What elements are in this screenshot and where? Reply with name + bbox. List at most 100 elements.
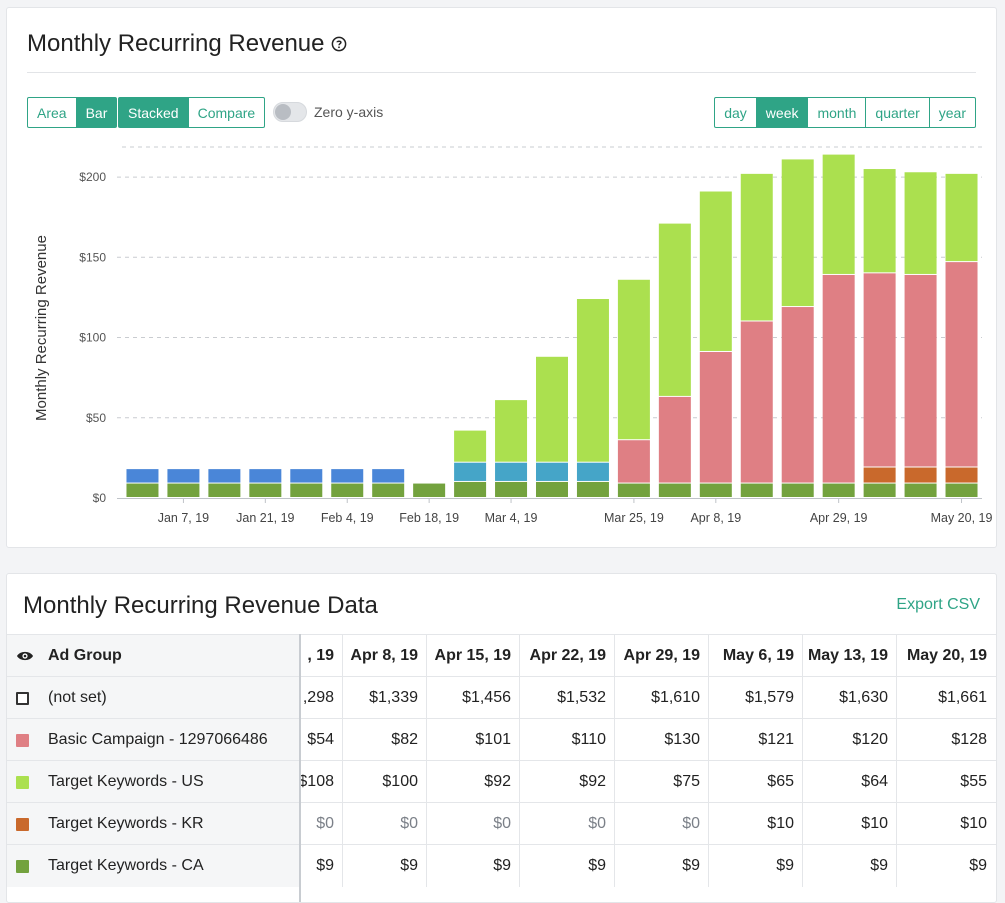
legend-swatch[interactable] — [16, 775, 29, 789]
header-label-group: Ad Group — [16, 647, 122, 665]
row-label: Target Keywords - US — [48, 773, 204, 790]
value-cell: $92 — [519, 761, 614, 803]
bar-segment — [699, 191, 732, 351]
mrr-chart-card: Monthly Recurring Revenue Area Bar Stack… — [6, 7, 997, 548]
y-tick-label: $0 — [93, 491, 107, 505]
bar-segment — [495, 400, 528, 462]
row-label-group: Basic Campaign - 1297066486 — [16, 731, 268, 749]
value-cell: $0 — [316, 815, 334, 832]
row-label-group: Target Keywords - US — [16, 773, 204, 791]
bar-segment — [167, 469, 200, 483]
value-cell: $9 — [708, 845, 802, 887]
bar-segment — [904, 172, 937, 274]
value-cell: $100 — [342, 761, 426, 803]
value-cell: $1,630 — [802, 677, 896, 719]
table-title-text: Monthly Recurring Revenue Data — [23, 592, 378, 619]
value-cell: $0 — [426, 803, 519, 845]
compare-button[interactable]: Compare — [187, 97, 266, 128]
bar-segment — [413, 483, 446, 497]
mrr-bar-chart: $0 $50 $100 $150 $200 Monthly Recurring Reven… — [33, 146, 993, 525]
value-cell: ,298 — [302, 689, 334, 706]
legend-swatch[interactable] — [16, 691, 29, 705]
interval-week-button[interactable]: week — [755, 97, 809, 128]
bar-segment — [167, 483, 200, 497]
bar-segment — [740, 483, 773, 497]
value-cell: $108 — [299, 773, 334, 790]
zero-axis-control: Zero y-axis — [273, 102, 383, 122]
interval-quarter-button[interactable]: quarter — [865, 97, 930, 128]
y-tick-label: $50 — [86, 411, 106, 425]
column-header[interactable]: Apr 8, 19 — [342, 635, 426, 677]
bar-segment — [208, 483, 241, 497]
column-header[interactable]: Apr 29, 19 — [614, 635, 708, 677]
x-tick-label: May 20, 19 — [931, 511, 993, 525]
bar-segment — [863, 169, 896, 273]
ad-group-header[interactable]: Ad Group — [7, 635, 299, 677]
value-cell: $10 — [896, 803, 995, 845]
bar-segment — [904, 274, 937, 467]
column-header[interactable]: May 20, 19 — [896, 635, 995, 677]
bar-segment — [290, 469, 323, 483]
column-header[interactable]: , 19 — [307, 647, 334, 664]
bar-segment — [822, 274, 855, 483]
bar-segment — [454, 462, 487, 481]
stacked-button[interactable]: Stacked — [118, 97, 189, 128]
toggle-knob — [275, 104, 291, 120]
value-cell: $9 — [614, 845, 708, 887]
help-icon[interactable] — [331, 36, 347, 52]
value-cell: $1,579 — [708, 677, 802, 719]
bar-segment — [781, 307, 814, 483]
bar-segment — [372, 469, 405, 483]
value-cell: $64 — [802, 761, 896, 803]
zero-axis-label: Zero y-axis — [314, 104, 384, 120]
table-card-title: Monthly Recurring Revenue Data — [23, 592, 378, 620]
value-cell: $55 — [896, 761, 995, 803]
value-cell: $1,456 — [426, 677, 519, 719]
bar-segment — [576, 462, 609, 481]
bar-segment — [249, 483, 282, 497]
value-cell: $0 — [342, 803, 426, 845]
area-button[interactable]: Area — [27, 97, 77, 128]
bar-segment — [536, 481, 568, 497]
x-tick-label: Mar 4, 19 — [485, 511, 538, 525]
row-label-cell: Target Keywords - US — [7, 761, 299, 803]
interval-year-button[interactable]: year — [928, 97, 976, 128]
column-header[interactable]: May 6, 19 — [708, 635, 802, 677]
bar-segment — [904, 467, 937, 483]
x-tick-label: Feb 4, 19 — [321, 511, 374, 525]
zero-axis-toggle[interactable] — [273, 102, 307, 122]
value-cell: $130 — [614, 719, 708, 761]
value-cell: $1,610 — [614, 677, 708, 719]
export-csv-link[interactable]: Export CSV — [896, 596, 980, 613]
value-cell: $10 — [708, 803, 802, 845]
bar-segment — [536, 356, 568, 462]
interval-day-button[interactable]: day — [714, 97, 757, 128]
value-cell: $54 — [307, 731, 334, 748]
column-header[interactable]: May 13, 19 — [802, 635, 896, 677]
bar-segment — [454, 481, 487, 497]
value-cell: $120 — [802, 719, 896, 761]
x-tick-label: Jan 7, 19 — [158, 511, 209, 525]
chart-title-text: Monthly Recurring Revenue — [27, 30, 325, 57]
value-cell: $9 — [896, 845, 995, 887]
bar-segment — [904, 483, 937, 497]
column-header[interactable]: Apr 22, 19 — [519, 635, 614, 677]
column-header[interactable]: Apr 15, 19 — [426, 635, 519, 677]
legend-swatch[interactable] — [16, 817, 29, 831]
ad-group-header-text: Ad Group — [48, 647, 122, 664]
x-tick-label: Mar 25, 19 — [604, 511, 664, 525]
value-cell: $75 — [614, 761, 708, 803]
bar-segment — [249, 469, 282, 483]
interval-month-button[interactable]: month — [807, 97, 867, 128]
legend-swatch[interactable] — [16, 733, 29, 747]
bar-segment — [617, 440, 650, 483]
bar-segment — [454, 430, 487, 462]
value-cell: $128 — [896, 719, 995, 761]
value-cell: $10 — [802, 803, 896, 845]
bar-segment — [658, 223, 691, 396]
bar-button[interactable]: Bar — [75, 97, 118, 128]
bar-segment — [495, 481, 528, 497]
row-label-group: (not set) — [16, 689, 107, 707]
eye-icon[interactable] — [16, 650, 34, 662]
legend-swatch[interactable] — [16, 859, 29, 873]
